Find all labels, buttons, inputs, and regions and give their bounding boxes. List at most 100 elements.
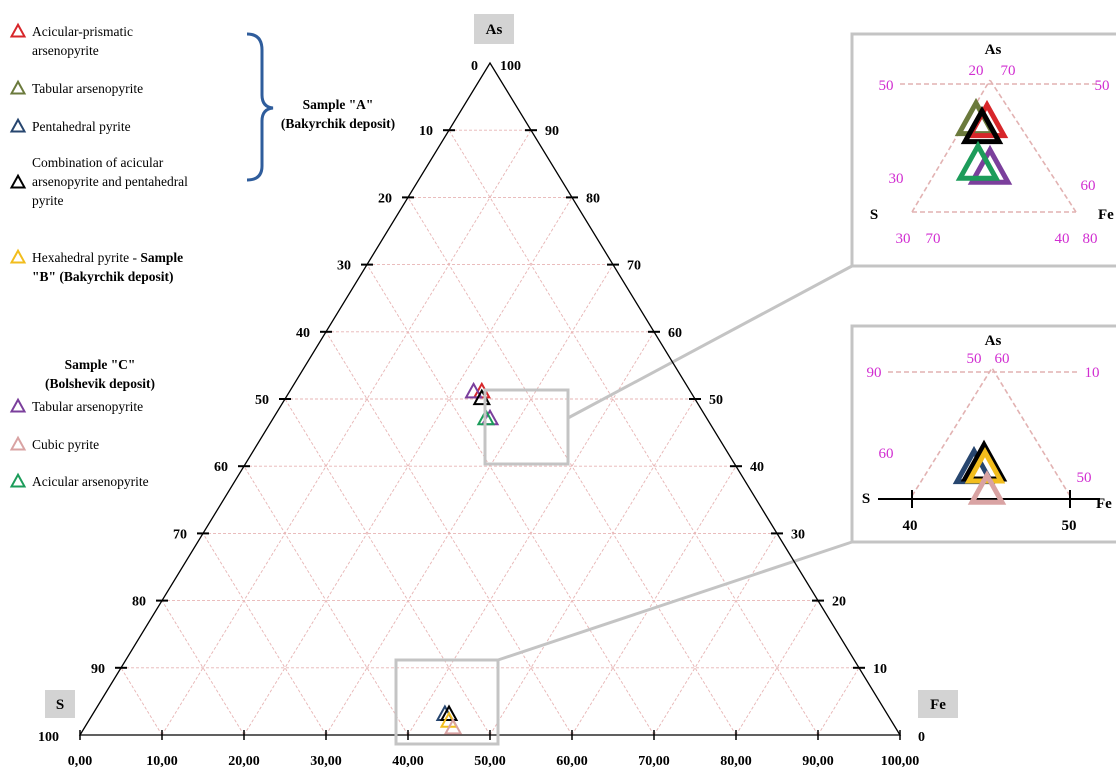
legend-label-suffix: Sample bbox=[140, 250, 183, 265]
left-tick-label: 60 bbox=[214, 460, 228, 475]
inset-upper-label: 70 bbox=[1001, 63, 1016, 79]
legend-label: Combination of acicular bbox=[32, 155, 164, 170]
grid-line bbox=[325, 331, 573, 736]
inset-dash bbox=[991, 367, 1071, 497]
grid-line bbox=[407, 331, 655, 736]
data-points bbox=[435, 381, 500, 735]
inset-upper-label: 80 bbox=[1083, 231, 1098, 247]
bottom-tick-label: 100,00 bbox=[881, 754, 920, 769]
data-point bbox=[443, 717, 463, 735]
connector-lower bbox=[497, 540, 853, 662]
grid-line bbox=[120, 667, 163, 736]
apex-label-left: 0 bbox=[471, 59, 478, 74]
bottom-tick-label: 10,00 bbox=[146, 754, 178, 769]
grid-line bbox=[284, 398, 491, 736]
right-tick-label: 10 bbox=[873, 662, 887, 677]
inset-upper-label: 30 bbox=[889, 171, 904, 187]
legend-marker bbox=[9, 117, 27, 133]
bottom-tick-label: 60,00 bbox=[556, 754, 588, 769]
inset-upper-point bbox=[967, 144, 1013, 185]
legend-marker bbox=[9, 472, 27, 488]
inset-lower-label: 50 bbox=[1077, 470, 1092, 486]
inset-lower-label: 10 bbox=[1085, 365, 1100, 381]
right-tick-label: 20 bbox=[832, 595, 846, 610]
inset-lower-vertex-s: S bbox=[862, 491, 870, 507]
inset-lower-frame bbox=[850, 324, 1116, 544]
bottom-tick-label: 70,00 bbox=[638, 754, 670, 769]
connector-upper bbox=[567, 264, 853, 420]
inset-dash bbox=[989, 79, 1077, 213]
group-label: Sample "A" bbox=[303, 97, 374, 112]
inset-lower-axis-label: 40 bbox=[903, 518, 918, 534]
inset-upper-vertex-as: As bbox=[985, 42, 1002, 58]
inset-lower-label: 60 bbox=[879, 446, 894, 462]
grid-line bbox=[161, 129, 532, 736]
inset-upper-label: 50 bbox=[1095, 78, 1110, 94]
legend-label: Acicular arsenopyrite bbox=[32, 474, 149, 489]
legend-marker bbox=[9, 22, 27, 38]
zoom-boxes bbox=[394, 388, 570, 746]
grid-line bbox=[448, 129, 819, 736]
inset-lower-label: 90 bbox=[867, 365, 882, 381]
legend-label: "B" (Bakyrchik deposit) bbox=[32, 269, 174, 284]
zoom-connectors bbox=[497, 264, 853, 662]
inset-dash bbox=[911, 79, 991, 213]
bottom-tick-label: 30,00 bbox=[310, 754, 342, 769]
right-tick-label: 70 bbox=[627, 259, 641, 274]
grid-line bbox=[735, 600, 819, 736]
legend-marker bbox=[9, 435, 27, 451]
vertex-fe: Fe bbox=[930, 697, 946, 713]
left-tick-label: 80 bbox=[132, 595, 146, 610]
vertex-s-box bbox=[45, 690, 75, 718]
data-point bbox=[464, 381, 483, 399]
grid-line bbox=[366, 264, 655, 736]
right-tick-label: 30 bbox=[791, 527, 805, 542]
legend-label: Hexahedral pyrite - Sample bbox=[32, 250, 183, 265]
inset-upper-point bbox=[955, 140, 1001, 181]
grid-line bbox=[202, 533, 327, 736]
inset-upper-label: 20 bbox=[969, 63, 984, 79]
bottom-tick-label: 80,00 bbox=[720, 754, 752, 769]
inset-lower-vertex-as: As bbox=[985, 333, 1002, 349]
legend-label: Pentahedral pyrite bbox=[32, 119, 131, 134]
left-tick-label: 20 bbox=[378, 191, 392, 206]
legend-marker bbox=[9, 79, 27, 95]
vertex-as: As bbox=[486, 22, 503, 38]
left-tick-label: 30 bbox=[337, 259, 351, 274]
group-label: (Bakyrchik deposit) bbox=[281, 116, 395, 131]
legend-label: Tabular arsenopyrite bbox=[32, 81, 143, 96]
inset-lower-vertex-fe: Fe bbox=[1096, 496, 1112, 512]
data-point bbox=[439, 704, 459, 721]
left-tick-label: 10 bbox=[419, 124, 433, 139]
sample-a-bracket bbox=[246, 32, 274, 182]
inset-dash bbox=[911, 367, 993, 497]
inset-upper-label: 70 bbox=[926, 231, 941, 247]
vertex-as-box bbox=[474, 14, 514, 44]
grid-line bbox=[571, 465, 737, 736]
grid-line bbox=[817, 667, 860, 736]
tick-labels: 1020304050607080909080706050403020100,00… bbox=[38, 59, 925, 769]
left-tick-label: 40 bbox=[296, 326, 310, 341]
inset-upper-label: 40 bbox=[1055, 231, 1070, 247]
bottom-tick-label: 50,00 bbox=[474, 754, 506, 769]
bottom-tick-label: 0,00 bbox=[68, 754, 93, 769]
legend-label: Tabular arsenopyrite bbox=[32, 399, 143, 414]
grid-line bbox=[325, 264, 614, 736]
corner-label-s: 100 bbox=[38, 730, 59, 745]
zoom-box-upper bbox=[483, 388, 570, 466]
left-tick-label: 90 bbox=[91, 662, 105, 677]
inset-upper-vertex-fe: Fe bbox=[1098, 207, 1114, 223]
inset-upper-label: 30 bbox=[896, 231, 911, 247]
grid-line bbox=[489, 398, 696, 736]
right-tick-label: 60 bbox=[668, 326, 682, 341]
group-label: (Bolshevik deposit) bbox=[45, 376, 155, 391]
inset-lower-axis-label: 50 bbox=[1062, 518, 1077, 534]
group-label: Sample "C" bbox=[65, 357, 136, 372]
left-tick-label: 70 bbox=[173, 527, 187, 542]
legend-label: arsenopyrite bbox=[32, 43, 99, 58]
bottom-tick-label: 20,00 bbox=[228, 754, 260, 769]
apex-label-right: 100 bbox=[500, 59, 521, 74]
legend: Acicular-prismatic arsenopyrite Tabular ar… bbox=[9, 22, 395, 489]
